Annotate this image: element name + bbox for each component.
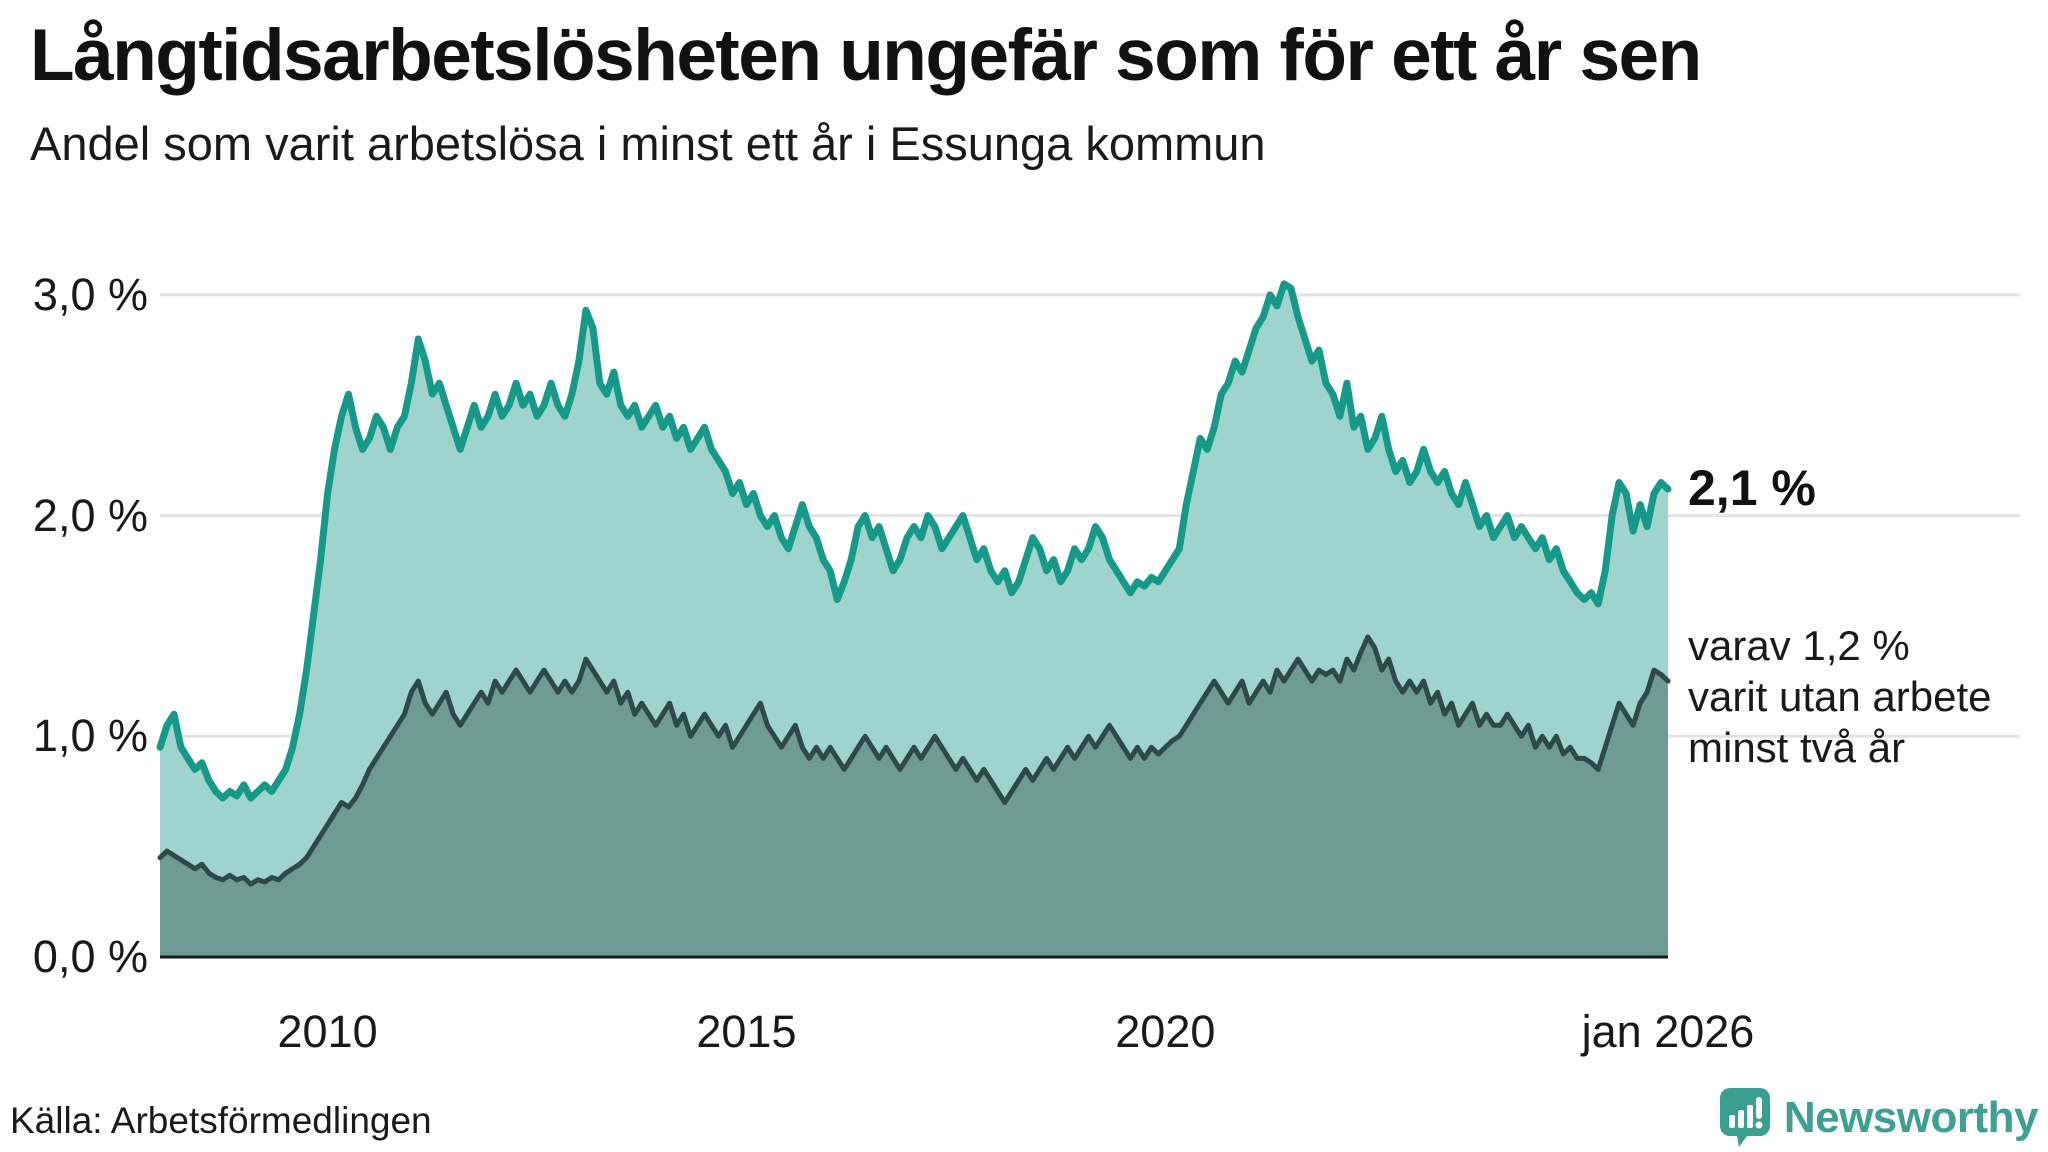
x-axis-tick-label: 2010 (277, 1006, 378, 1057)
series2-end-annotation-line: minst två år (1688, 724, 1906, 771)
y-axis-tick-label: 2,0 % (32, 489, 148, 541)
page-subtitle: Andel som varit arbetslösa i minst ett å… (30, 117, 1266, 170)
y-axis-tick-label: 3,0 % (32, 268, 148, 320)
x-axis-tick-label: 2020 (1115, 1006, 1216, 1057)
page-title: Långtidsarbetslösheten ungefär som för e… (30, 15, 1702, 96)
series2-end-annotation-line: varav 1,2 % (1688, 622, 1910, 669)
series2-end-annotation: varav 1,2 % varit utan arbete minst två år (1688, 620, 1992, 773)
series1-end-value-label: 2,1 % (1688, 459, 1816, 516)
x-axis-tick-label: jan 2026 (1581, 1006, 1755, 1057)
newsworthy-logo[interactable]: Newsworthy (1719, 1088, 2039, 1148)
source-label: Källa: Arbetsförmedlingen (10, 1100, 432, 1141)
newsworthy-icon (1719, 1088, 1770, 1147)
x-axis-tick-label: 2015 (696, 1006, 797, 1057)
y-axis-tick-label: 0,0 % (32, 931, 148, 982)
series2-end-annotation-line: varit utan arbete (1688, 673, 1992, 720)
y-axis-tick-label: 1,0 % (32, 710, 148, 762)
newsworthy-wordmark: Newsworthy (1783, 1093, 2039, 1142)
